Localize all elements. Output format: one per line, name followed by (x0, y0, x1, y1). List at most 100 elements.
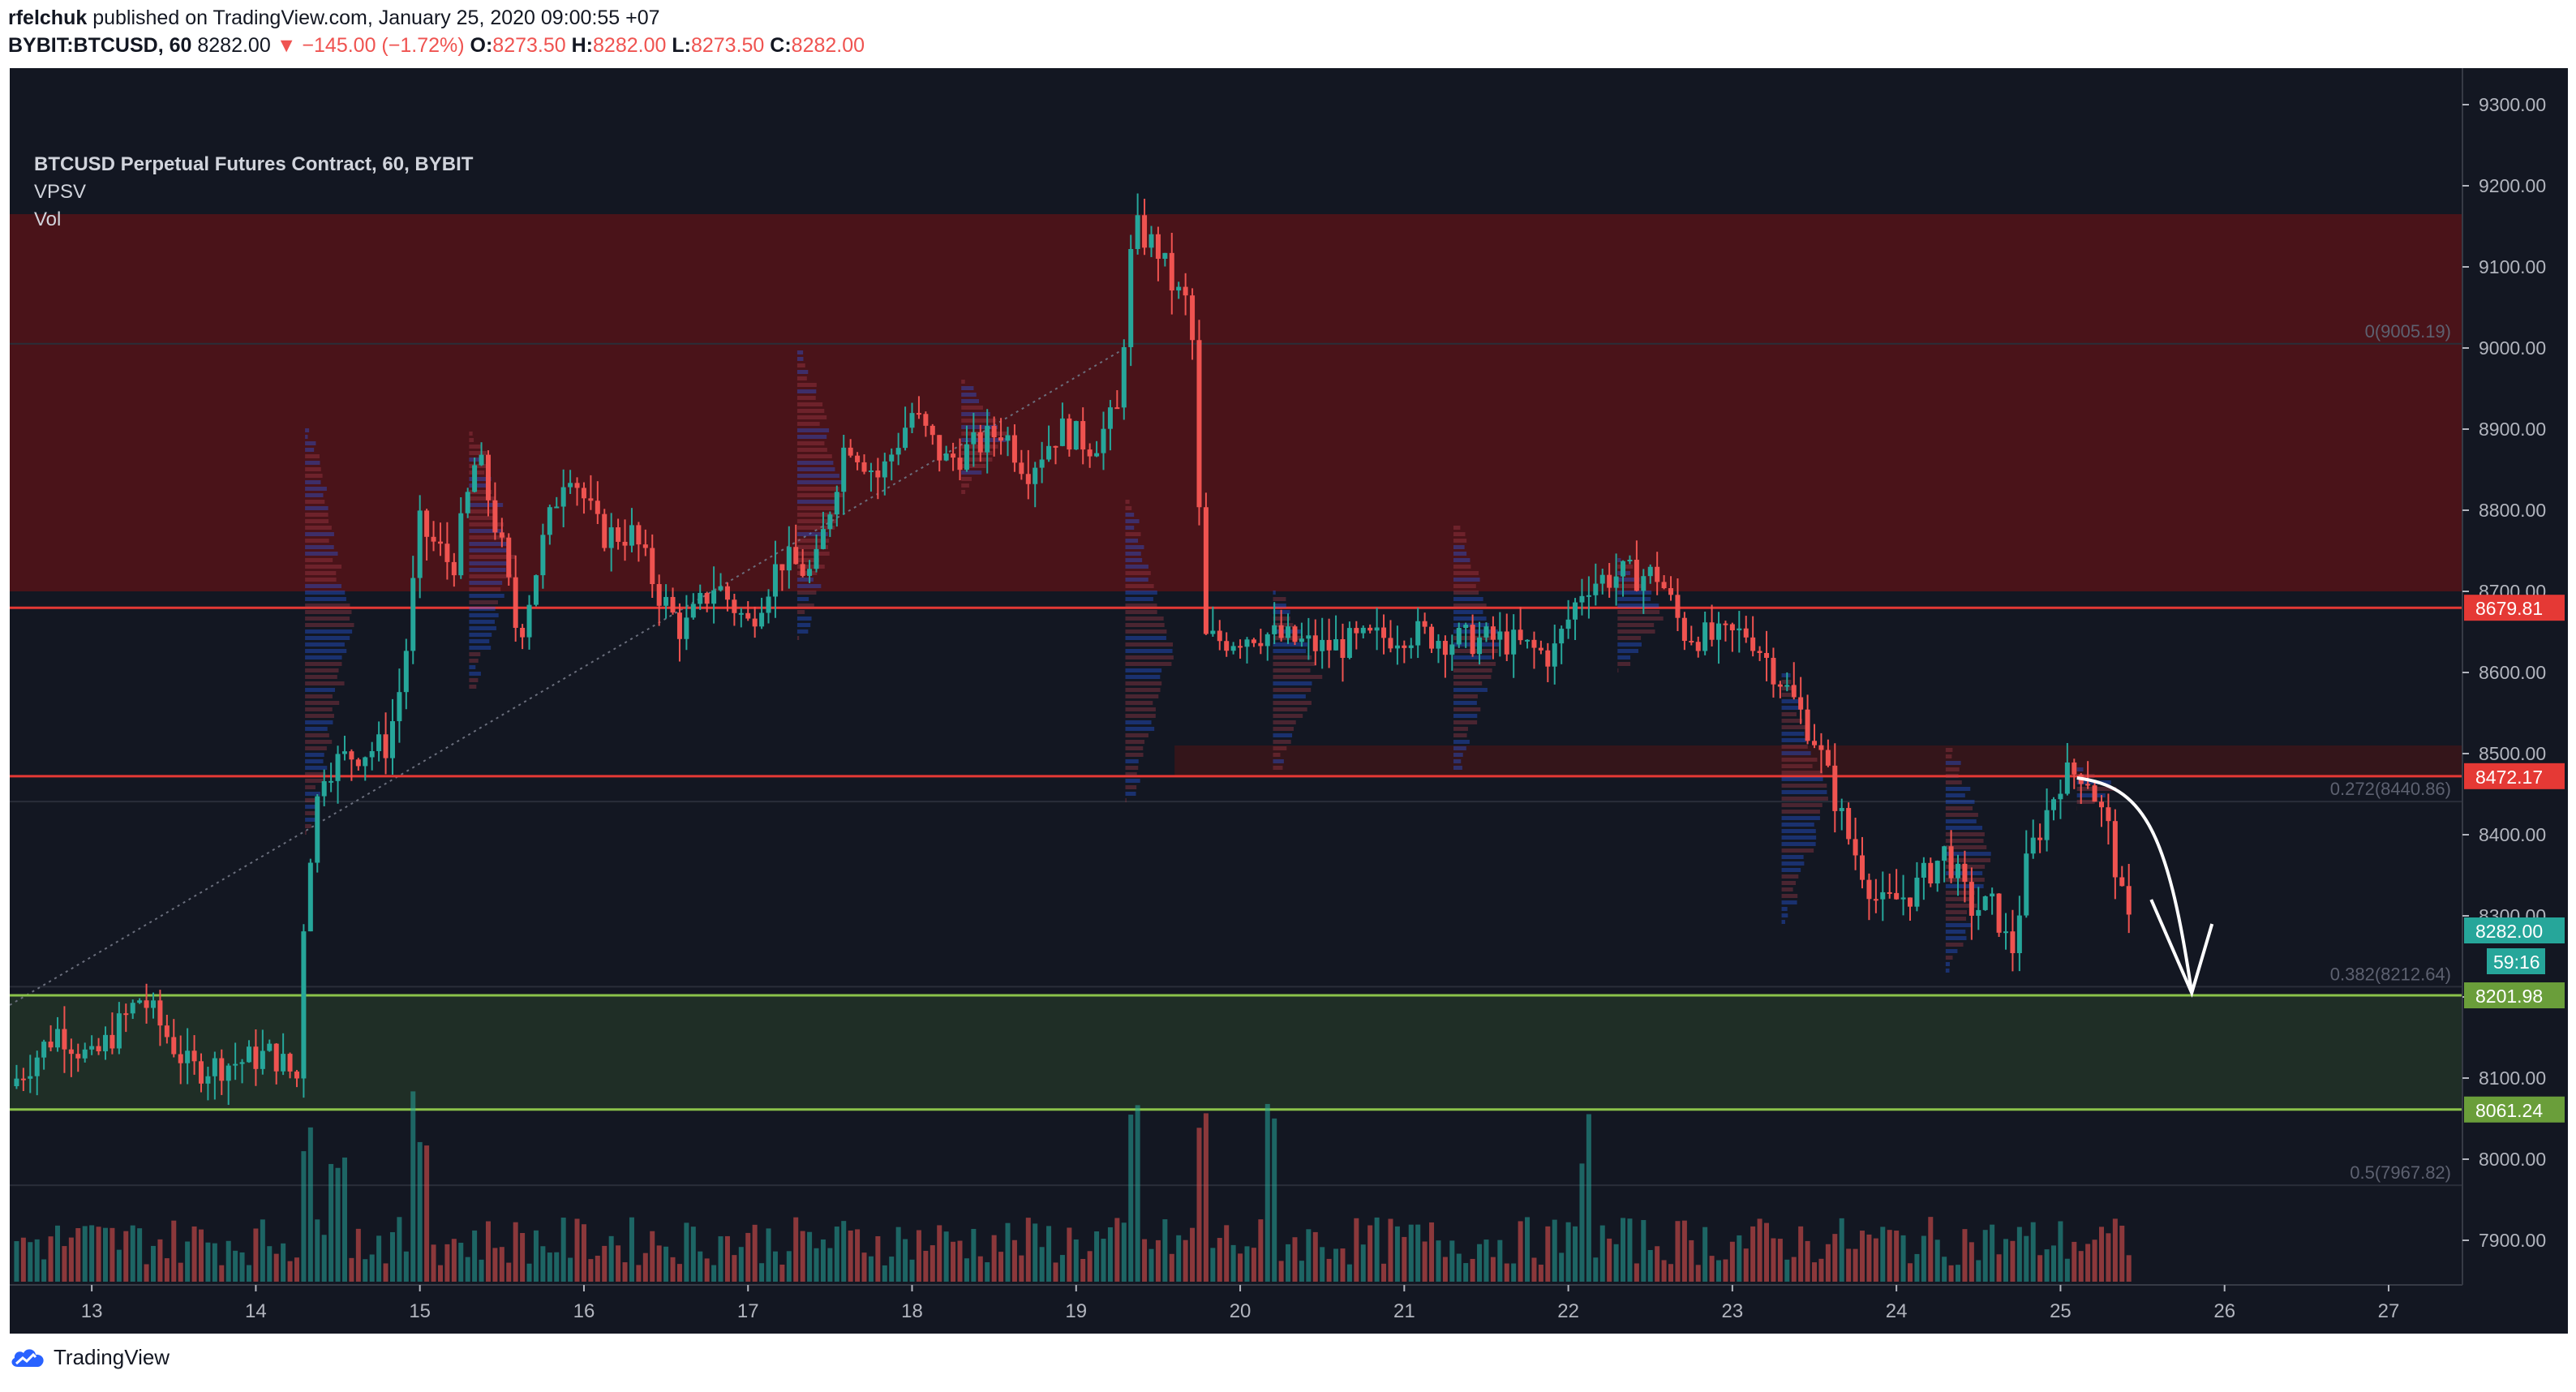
volume-bar (1956, 1265, 1961, 1282)
volume-profile-bar (1125, 629, 1167, 634)
candle-body (855, 455, 861, 462)
volume-profile-bar (1945, 813, 1978, 817)
tradingview-logo[interactable]: TradingView (10, 1345, 170, 1370)
volume-profile-bar (305, 591, 346, 595)
candle-body (1346, 628, 1352, 658)
volume-profile-bar (1945, 839, 1984, 843)
candle-body (1210, 630, 1216, 634)
candle-body (909, 413, 915, 428)
candle-body (1545, 650, 1551, 667)
candle-body (1402, 645, 1407, 648)
candle-body (1176, 286, 1182, 291)
volume-bar (424, 1145, 430, 1282)
volume-profile-bar (796, 578, 814, 582)
candle-body (513, 577, 518, 628)
chart-frame[interactable]: 0(9005.19) 0.272(8440.86) 0.382(8212.64) 0.… (10, 68, 2568, 1334)
y-tick-label: 8400.00 (2479, 824, 2546, 845)
volume-profile-bar (1781, 686, 1797, 690)
volume-profile-bar (961, 438, 1007, 442)
volume-profile-bar (305, 701, 340, 705)
candle-body (281, 1054, 286, 1072)
volume-profile-bar (1273, 707, 1307, 711)
volume-profile-bar (1453, 688, 1488, 692)
candle-body (1340, 638, 1346, 658)
candle-body (1292, 626, 1298, 642)
volume-profile-bar (796, 389, 817, 393)
candle-body (1729, 624, 1735, 631)
volume-bar (779, 1264, 785, 1282)
volume-bar (1681, 1220, 1687, 1282)
price-chart[interactable]: 0(9005.19) 0.272(8440.86) 0.382(8212.64) 0.… (10, 68, 2568, 1334)
volume-bar (1968, 1242, 1974, 1282)
volume-profile-bar (305, 428, 310, 432)
volume-bar (752, 1224, 758, 1282)
volume-profile-bar (305, 707, 333, 711)
volume-profile-bar (1453, 526, 1461, 530)
volume-profile-bar (1617, 558, 1621, 562)
author-name[interactable]: rfelchuk (8, 6, 88, 29)
candle-body (2092, 785, 2097, 802)
volume-profile-bar (1125, 649, 1173, 653)
candle-body (335, 754, 341, 781)
volume-profile-bar (1781, 751, 1811, 755)
candle-body (1121, 346, 1127, 408)
volume-bar (985, 1262, 990, 1282)
volume-profile-bar (1273, 649, 1306, 653)
volume-bar (698, 1251, 703, 1282)
candle-body (1846, 808, 1852, 840)
volume-profile-bar (1453, 571, 1479, 575)
volume-profile-bar (1945, 943, 1964, 947)
candle-body (2064, 762, 2070, 794)
volume-profile-bar (305, 441, 316, 445)
candle-body (1374, 627, 1380, 631)
candle-body (943, 453, 949, 461)
volume-profile-bar (1781, 913, 1788, 917)
volume-bar (34, 1239, 40, 1282)
volume-profile-bar (305, 642, 345, 647)
chart-title[interactable]: BTCUSD Perpetual Futures Contract, 60, B… (34, 153, 474, 175)
volume-bar (144, 1264, 149, 1282)
volume-profile-bar (305, 805, 318, 809)
volume-profile-bar (1945, 780, 1962, 784)
candle-body (41, 1042, 47, 1058)
candle-body (1436, 641, 1441, 649)
candle-body (1333, 638, 1339, 651)
volume-bar (328, 1163, 334, 1282)
change-value: −145.00 (−1.72%) (302, 34, 465, 57)
indicator-vol[interactable]: Vol (34, 208, 62, 230)
candle-body (985, 425, 990, 453)
volume-profile-bar (1273, 688, 1312, 692)
x-tick-label: 14 (245, 1300, 267, 1322)
volume-profile-bar (1453, 759, 1462, 763)
volume-profile-bar (1125, 610, 1157, 614)
volume-profile-bar (469, 594, 504, 598)
candle-body (793, 547, 799, 565)
volume-profile-bar (1125, 681, 1162, 685)
volume-profile-bar (961, 406, 983, 410)
volume-profile-bar (305, 571, 337, 575)
candle-body (137, 1000, 143, 1003)
candle-body (1531, 639, 1537, 648)
candle-body (1162, 252, 1168, 260)
volume-bar (943, 1231, 949, 1282)
volume-bar (41, 1259, 47, 1282)
volume-profile-bar (305, 545, 334, 549)
publish-header: rfelchuk published on TradingView.com, J… (0, 0, 2576, 67)
volume-profile-bar (305, 766, 328, 770)
volume-bar (54, 1225, 60, 1282)
volume-profile-bar (469, 490, 492, 494)
indicator-vpsv[interactable]: VPSV (34, 181, 87, 203)
volume-profile-bar (1781, 874, 1799, 879)
candle-body (1668, 588, 1674, 595)
volume-bar (444, 1244, 450, 1282)
projection-arrowhead (2149, 899, 2214, 998)
volume-profile-bar (1125, 506, 1132, 510)
volume-profile-bar (1781, 790, 1827, 794)
close-label: C: (770, 34, 792, 57)
volume-profile-bar (1453, 552, 1467, 556)
volume-bar (1442, 1257, 1448, 1282)
volume-bar (724, 1235, 730, 1282)
volume-profile-bar (1125, 707, 1156, 711)
volume-profile-bar (1453, 584, 1476, 588)
volume-bar (178, 1262, 183, 1282)
